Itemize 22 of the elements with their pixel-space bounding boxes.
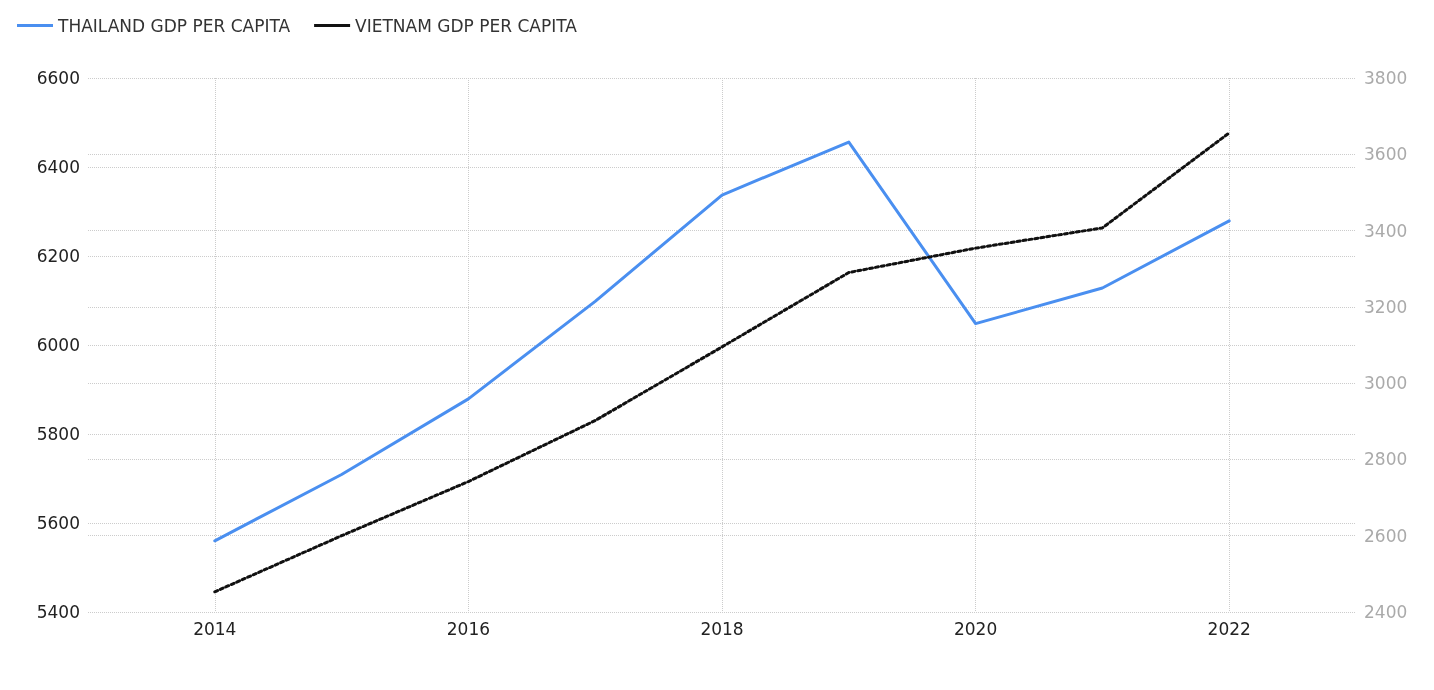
y2-tick-label: 2600 [1364, 525, 1408, 546]
y2-tick-label: 3000 [1364, 373, 1408, 394]
y-tick-label: 6200 [36, 246, 80, 266]
y-tick-label: 6000 [36, 335, 80, 355]
x-tick-label: 2014 [193, 618, 237, 639]
y-tick-label: 6400 [36, 157, 80, 177]
legend-label: VIETNAM GDP PER CAPITA [355, 15, 578, 36]
y2-tick-label: 3400 [1364, 220, 1408, 241]
x-tick-label: 2018 [700, 618, 744, 639]
y2-tick-label: 2400 [1364, 602, 1408, 622]
y2-tick-label: 3800 [1364, 68, 1408, 88]
y2-tick-label: 3600 [1364, 144, 1408, 165]
x-tick-label: 2016 [446, 618, 491, 639]
x-tick-label: 2020 [953, 618, 998, 639]
x-tick-label: 2022 [1207, 618, 1251, 639]
y2-tick-label: 3200 [1364, 296, 1408, 317]
y-tick-label: 5600 [36, 513, 80, 533]
y2-tick-label: 2800 [1364, 449, 1408, 470]
y-tick-label: 5800 [36, 424, 80, 444]
legend-label: THAILAND GDP PER CAPITA [57, 15, 291, 36]
y-tick-label: 6600 [36, 68, 80, 88]
y-tick-label: 5400 [36, 602, 80, 622]
